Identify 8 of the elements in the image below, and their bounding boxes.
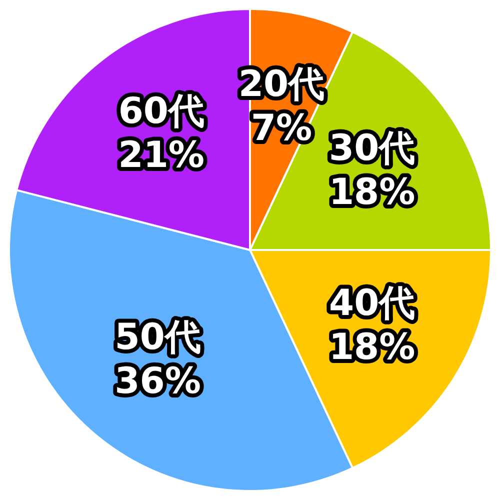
slice-label: 50代 — [114, 316, 201, 358]
data-label: 18% — [329, 326, 416, 368]
slice-label: 60代 — [118, 91, 204, 132]
data-label: 36% — [114, 360, 201, 402]
slice-label: 30代 — [329, 128, 416, 169]
data-label: 21% — [118, 135, 204, 176]
data-label: 18% — [329, 172, 416, 213]
slice-label: 40代 — [329, 282, 416, 324]
